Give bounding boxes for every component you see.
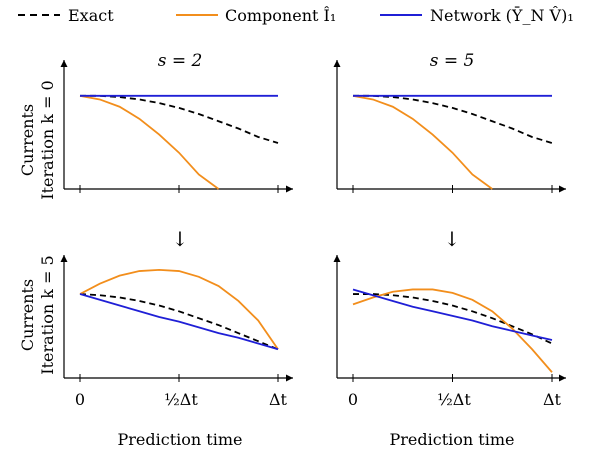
down-arrow-left: ↓	[172, 227, 189, 251]
xlabel-left: Prediction time	[118, 430, 243, 449]
series-line-2	[79, 268, 279, 350]
chart-panels	[60, 60, 566, 382]
legend-label-network: Network (Ȳ_N V̂)₁	[430, 5, 574, 25]
x-axis-arrowhead	[286, 374, 293, 382]
column-title-s2: s = 2	[158, 51, 203, 71]
xtick-label-half-left: ½Δt	[164, 390, 198, 409]
column-title-s5: s = 5	[430, 51, 475, 71]
legend: Exact Component Î₁ Network (Ȳ_N V̂)₁	[18, 5, 574, 25]
y-axis-arrowhead	[333, 60, 341, 67]
series-line-1	[353, 293, 553, 345]
xlabel-right: Prediction time	[390, 430, 515, 449]
series-line-3	[352, 288, 553, 341]
y-axis-arrowhead	[60, 255, 68, 262]
panel-1	[60, 60, 293, 193]
series-line-2	[352, 288, 553, 373]
xtick-label-dt-right: Δt	[543, 390, 562, 409]
row-label-iteration-k5: Iteration k = 5	[38, 255, 57, 374]
series-line-1	[79, 293, 279, 351]
down-arrow-right: ↓	[444, 227, 461, 251]
series-line-3	[79, 293, 279, 351]
row-label-currents-top: Currents	[18, 104, 37, 176]
panel-3	[60, 255, 293, 382]
xtick-label-0-right: 0	[348, 390, 358, 409]
xtick-label-dt-left: Δt	[269, 390, 288, 409]
y-axis-arrowhead	[60, 60, 68, 67]
legend-label-component: Component Î₁	[225, 5, 336, 25]
series-line-2	[352, 94, 493, 190]
y-axis-arrowhead	[333, 255, 341, 262]
panel-2	[333, 60, 566, 193]
xtick-label-0-left: 0	[75, 390, 85, 409]
series-line-2	[79, 94, 220, 190]
legend-label-exact: Exact	[68, 6, 114, 25]
xtick-label-half-right: ½Δt	[437, 390, 471, 409]
row-label-iteration-k0: Iteration k = 0	[38, 80, 57, 199]
row-label-currents-bottom: Currents	[18, 279, 37, 351]
x-axis-arrowhead	[559, 185, 566, 193]
panel-4	[333, 255, 566, 382]
x-axis-arrowhead	[559, 374, 566, 382]
x-axis-arrowhead	[286, 185, 293, 193]
